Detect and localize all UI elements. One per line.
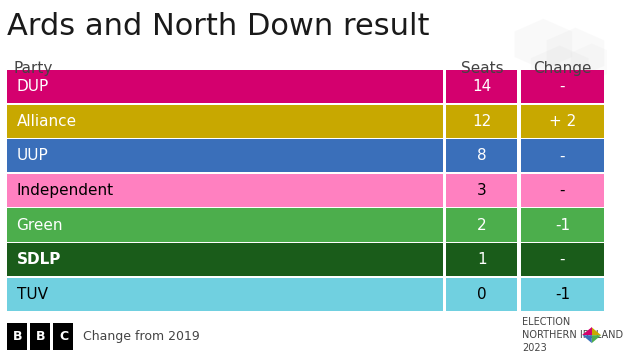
FancyBboxPatch shape	[447, 243, 517, 276]
Text: Seats: Seats	[461, 61, 503, 76]
Text: 0: 0	[477, 287, 486, 302]
Text: Change from 2019: Change from 2019	[83, 330, 200, 343]
Text: 1: 1	[477, 252, 486, 267]
Text: Independent: Independent	[17, 183, 114, 198]
Text: C: C	[59, 330, 68, 343]
FancyBboxPatch shape	[521, 139, 604, 172]
Text: UUP: UUP	[17, 148, 48, 163]
FancyBboxPatch shape	[8, 323, 28, 350]
Text: 3: 3	[477, 183, 487, 198]
FancyBboxPatch shape	[521, 208, 604, 242]
Text: -: -	[559, 79, 565, 94]
FancyBboxPatch shape	[521, 104, 604, 138]
FancyBboxPatch shape	[521, 70, 604, 103]
FancyBboxPatch shape	[447, 139, 517, 172]
Text: -1: -1	[555, 287, 570, 302]
Text: ELECTION
NORTHERN IRELAND
2023: ELECTION NORTHERN IRELAND 2023	[522, 317, 623, 354]
Text: 2: 2	[477, 217, 486, 233]
Text: -: -	[559, 148, 565, 163]
FancyBboxPatch shape	[54, 323, 74, 350]
Text: + 2: + 2	[548, 114, 576, 129]
Text: Ards and North Down result: Ards and North Down result	[8, 12, 430, 41]
FancyBboxPatch shape	[521, 174, 604, 207]
Text: Alliance: Alliance	[17, 114, 77, 129]
FancyBboxPatch shape	[447, 278, 517, 311]
Text: Green: Green	[17, 217, 63, 233]
Polygon shape	[582, 327, 592, 335]
Polygon shape	[592, 335, 601, 343]
Polygon shape	[531, 45, 589, 96]
FancyBboxPatch shape	[447, 174, 517, 207]
FancyBboxPatch shape	[8, 278, 443, 311]
Text: B: B	[36, 330, 45, 343]
Polygon shape	[515, 19, 572, 70]
Polygon shape	[582, 335, 592, 343]
Text: B: B	[13, 330, 22, 343]
FancyBboxPatch shape	[8, 243, 443, 276]
Text: TUV: TUV	[17, 287, 47, 302]
FancyBboxPatch shape	[447, 70, 517, 103]
Text: DUP: DUP	[17, 79, 49, 94]
Text: -1: -1	[555, 217, 570, 233]
Text: -: -	[559, 252, 565, 267]
FancyBboxPatch shape	[8, 70, 443, 103]
Text: Party: Party	[13, 61, 53, 76]
FancyBboxPatch shape	[31, 323, 51, 350]
FancyBboxPatch shape	[447, 104, 517, 138]
Polygon shape	[571, 44, 612, 81]
Text: SDLP: SDLP	[17, 252, 61, 267]
Polygon shape	[592, 327, 601, 335]
Text: 12: 12	[472, 114, 492, 129]
FancyBboxPatch shape	[8, 104, 443, 138]
Polygon shape	[547, 28, 604, 79]
Text: 8: 8	[477, 148, 486, 163]
Text: -: -	[559, 183, 565, 198]
Text: Change: Change	[533, 61, 591, 76]
FancyBboxPatch shape	[8, 139, 443, 172]
FancyBboxPatch shape	[521, 278, 604, 311]
Text: 14: 14	[472, 79, 492, 94]
FancyBboxPatch shape	[8, 174, 443, 207]
FancyBboxPatch shape	[8, 208, 443, 242]
FancyBboxPatch shape	[521, 243, 604, 276]
FancyBboxPatch shape	[447, 208, 517, 242]
